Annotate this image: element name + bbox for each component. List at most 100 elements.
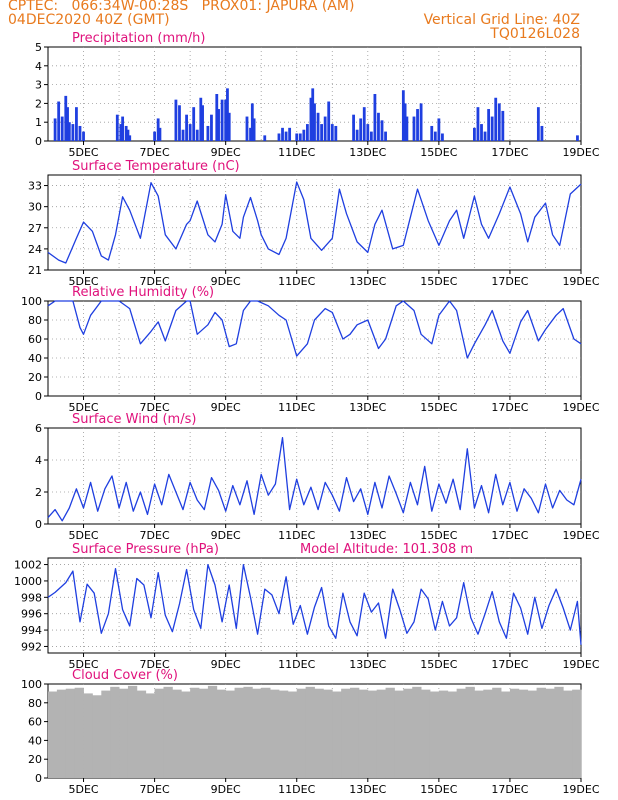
- header-grid-note: Vertical Grid Line: 40Z: [423, 12, 580, 28]
- cloud-bar: [501, 691, 511, 778]
- cloud-bar: [456, 688, 466, 778]
- precip-bar: [53, 118, 57, 141]
- x-tick-label: 7DEC: [140, 783, 170, 796]
- precip-bar: [224, 99, 228, 141]
- cloud-bar: [545, 688, 555, 778]
- x-tick-label: 5DEC: [68, 658, 98, 671]
- precip-bar: [185, 114, 188, 141]
- panel-3: 0 20 40 60 80 100 5DEC 7DEC 9DEC 11DEC 13DEC 15DEC 1…: [21, 285, 600, 414]
- header-run-date: 04DEC2020 40Z (GMT): [8, 12, 170, 28]
- panel-4: 0 2 4 6 5DEC 7DEC 9DEC 11DEC 13DEC 15DEC 17DEC 19DE…: [35, 412, 600, 542]
- x-tick-label: 7DEC: [140, 529, 170, 542]
- cloud-bar: [483, 689, 493, 778]
- y-tick-label: 60: [28, 333, 42, 346]
- series-line: [47, 181, 582, 264]
- y-tick-label: 100: [21, 678, 42, 691]
- y-tick-label: 0: [35, 390, 42, 403]
- x-tick-label: 17DEC: [491, 658, 528, 671]
- y-tick-label: 27: [28, 222, 42, 235]
- precip-bar: [188, 124, 192, 141]
- cloud-bar: [83, 693, 93, 778]
- precip-bar: [309, 97, 313, 141]
- panel-title: Surface Temperature (nC): [72, 159, 240, 174]
- cloud-bar: [554, 686, 564, 778]
- precip-bar: [281, 127, 284, 141]
- x-tick-label: 11DEC: [278, 529, 315, 542]
- cloud-bar: [314, 688, 324, 778]
- precip-bar: [487, 109, 491, 141]
- y-tick-label: 24: [28, 243, 42, 256]
- cloud-bar: [278, 690, 289, 778]
- precip-bar: [330, 124, 334, 141]
- series-line: [47, 563, 582, 645]
- precip-bar: [437, 118, 441, 141]
- precip-bar: [316, 112, 320, 141]
- precip-bar: [416, 109, 419, 141]
- precip-bar: [313, 103, 316, 141]
- x-tick-label: 13DEC: [349, 658, 386, 671]
- precip-bar: [377, 112, 380, 141]
- precip-bar: [473, 127, 476, 141]
- x-tick-label: 15DEC: [420, 275, 457, 288]
- cloud-bar: [429, 691, 440, 778]
- cloud-bar: [261, 687, 271, 778]
- x-tick-label: 15DEC: [420, 783, 457, 796]
- x-tick-label: 13DEC: [349, 401, 386, 414]
- precip-bar: [359, 118, 363, 141]
- series-line: [47, 436, 582, 522]
- panel-frame: [47, 300, 582, 397]
- precip-bar: [158, 127, 162, 141]
- x-tick-label: 13DEC: [349, 783, 386, 796]
- precip-bar: [174, 99, 178, 141]
- precip-bar: [401, 90, 405, 141]
- precip-bar: [403, 103, 407, 141]
- panel-6: 0 20 40 60 80 100 5DEC 7DEC 9DEC 11DEC 13DEC 15DEC 1…: [21, 668, 600, 796]
- y-tick-label: 21: [28, 264, 42, 277]
- x-tick-label: 13DEC: [349, 275, 386, 288]
- precip-bar: [483, 131, 487, 141]
- x-tick-label: 17DEC: [491, 275, 528, 288]
- cloud-bar: [207, 685, 218, 778]
- y-tick-label: 100: [21, 295, 42, 308]
- precip-bar: [227, 112, 231, 141]
- panel-5: 992 994 996 998 1000 1002 5DEC 7DEC 9DEC 11DEC 13D…: [14, 542, 600, 671]
- x-tick-label: 15DEC: [420, 529, 457, 542]
- precip-bar: [210, 114, 213, 141]
- cloud-bar: [92, 695, 102, 778]
- x-tick-label: 19DEC: [562, 529, 599, 542]
- precip-bar: [263, 135, 267, 141]
- precip-bar: [115, 114, 119, 141]
- y-tick-label: 4: [35, 60, 42, 73]
- precip-bar: [156, 118, 160, 141]
- precip-bar: [121, 116, 125, 141]
- cloud-bar: [403, 688, 413, 778]
- precip-bar: [226, 88, 229, 141]
- y-tick-label: 992: [21, 640, 42, 653]
- x-tick-label: 9DEC: [211, 658, 241, 671]
- series-line: [47, 300, 582, 359]
- precip-bar: [78, 125, 82, 141]
- precip-bar: [249, 127, 252, 141]
- cloud-bar: [323, 689, 333, 778]
- cloud-bar: [518, 689, 529, 778]
- cloud-bar: [74, 687, 84, 778]
- y-tick-label: 4: [35, 454, 42, 467]
- cloud-bar: [341, 688, 351, 778]
- panel-title: Surface Pressure (hPa): [72, 542, 219, 557]
- precip-bar: [295, 133, 299, 141]
- cloud-bar: [119, 688, 129, 778]
- cloud-bar: [127, 685, 138, 778]
- cloud-bar: [154, 688, 164, 778]
- cloud-bar: [65, 688, 76, 778]
- x-tick-label: 9DEC: [211, 529, 241, 542]
- x-tick-label: 7DEC: [140, 401, 170, 414]
- precip-bar: [192, 107, 196, 141]
- panel-annotation: Model Altitude: 101.308 m: [300, 542, 473, 557]
- cloud-bar: [101, 690, 111, 778]
- panel-frame: [47, 557, 582, 654]
- precip-bar: [501, 110, 505, 141]
- precip-bar: [352, 114, 355, 141]
- cloud-bar: [350, 687, 360, 778]
- precip-bar: [64, 95, 68, 141]
